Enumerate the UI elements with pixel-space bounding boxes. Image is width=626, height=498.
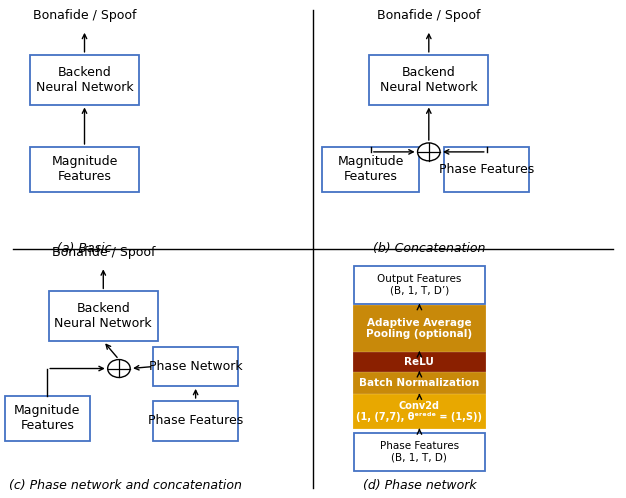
Circle shape [418,143,440,161]
FancyBboxPatch shape [354,395,485,428]
FancyBboxPatch shape [369,55,488,105]
Text: (b) Concatenation: (b) Concatenation [372,242,485,254]
Text: (d) Phase network: (d) Phase network [362,479,476,492]
FancyBboxPatch shape [354,373,485,393]
Circle shape [108,360,130,377]
FancyBboxPatch shape [354,353,485,371]
FancyBboxPatch shape [49,291,158,341]
Text: Phase Network: Phase Network [149,360,242,373]
Text: Backend
Neural Network: Backend Neural Network [36,66,133,94]
Text: Backend
Neural Network: Backend Neural Network [54,302,152,330]
FancyBboxPatch shape [153,401,238,441]
Text: Magnitude
Features: Magnitude Features [14,404,81,432]
Text: Bonafide / Spoof: Bonafide / Spoof [33,9,136,22]
Text: Phase Features: Phase Features [148,414,244,427]
FancyBboxPatch shape [354,306,485,351]
FancyBboxPatch shape [153,347,238,386]
Text: Magnitude
Features: Magnitude Features [51,155,118,183]
Text: Batch Normalization: Batch Normalization [359,378,480,388]
FancyBboxPatch shape [5,396,90,441]
FancyBboxPatch shape [30,147,139,192]
Text: ReLU: ReLU [404,357,434,367]
Text: Phase Features: Phase Features [439,163,535,176]
FancyBboxPatch shape [30,55,139,105]
FancyBboxPatch shape [354,433,485,471]
Text: Phase Features
(B, 1, T, D): Phase Features (B, 1, T, D) [380,441,459,463]
FancyBboxPatch shape [322,147,419,192]
Text: (a) Basic: (a) Basic [57,242,112,254]
Text: Backend
Neural Network: Backend Neural Network [380,66,478,94]
Text: Magnitude
Features: Magnitude Features [337,155,404,183]
Text: Output Features
(B, 1, T, D’): Output Features (B, 1, T, D’) [377,274,461,296]
FancyBboxPatch shape [354,266,485,304]
Text: Adaptive Average
Pooling (optional): Adaptive Average Pooling (optional) [366,318,473,340]
Text: Bonafide / Spoof: Bonafide / Spoof [51,246,155,259]
Text: Conv2d
(1, (7,7), θᵉʳᵉᵈᵉ = (1,S)): Conv2d (1, (7,7), θᵉʳᵉᵈᵉ = (1,S)) [356,401,483,422]
Text: (c) Phase network and concatenation: (c) Phase network and concatenation [9,479,242,492]
Text: Bonafide / Spoof: Bonafide / Spoof [377,9,481,22]
FancyBboxPatch shape [444,147,529,192]
